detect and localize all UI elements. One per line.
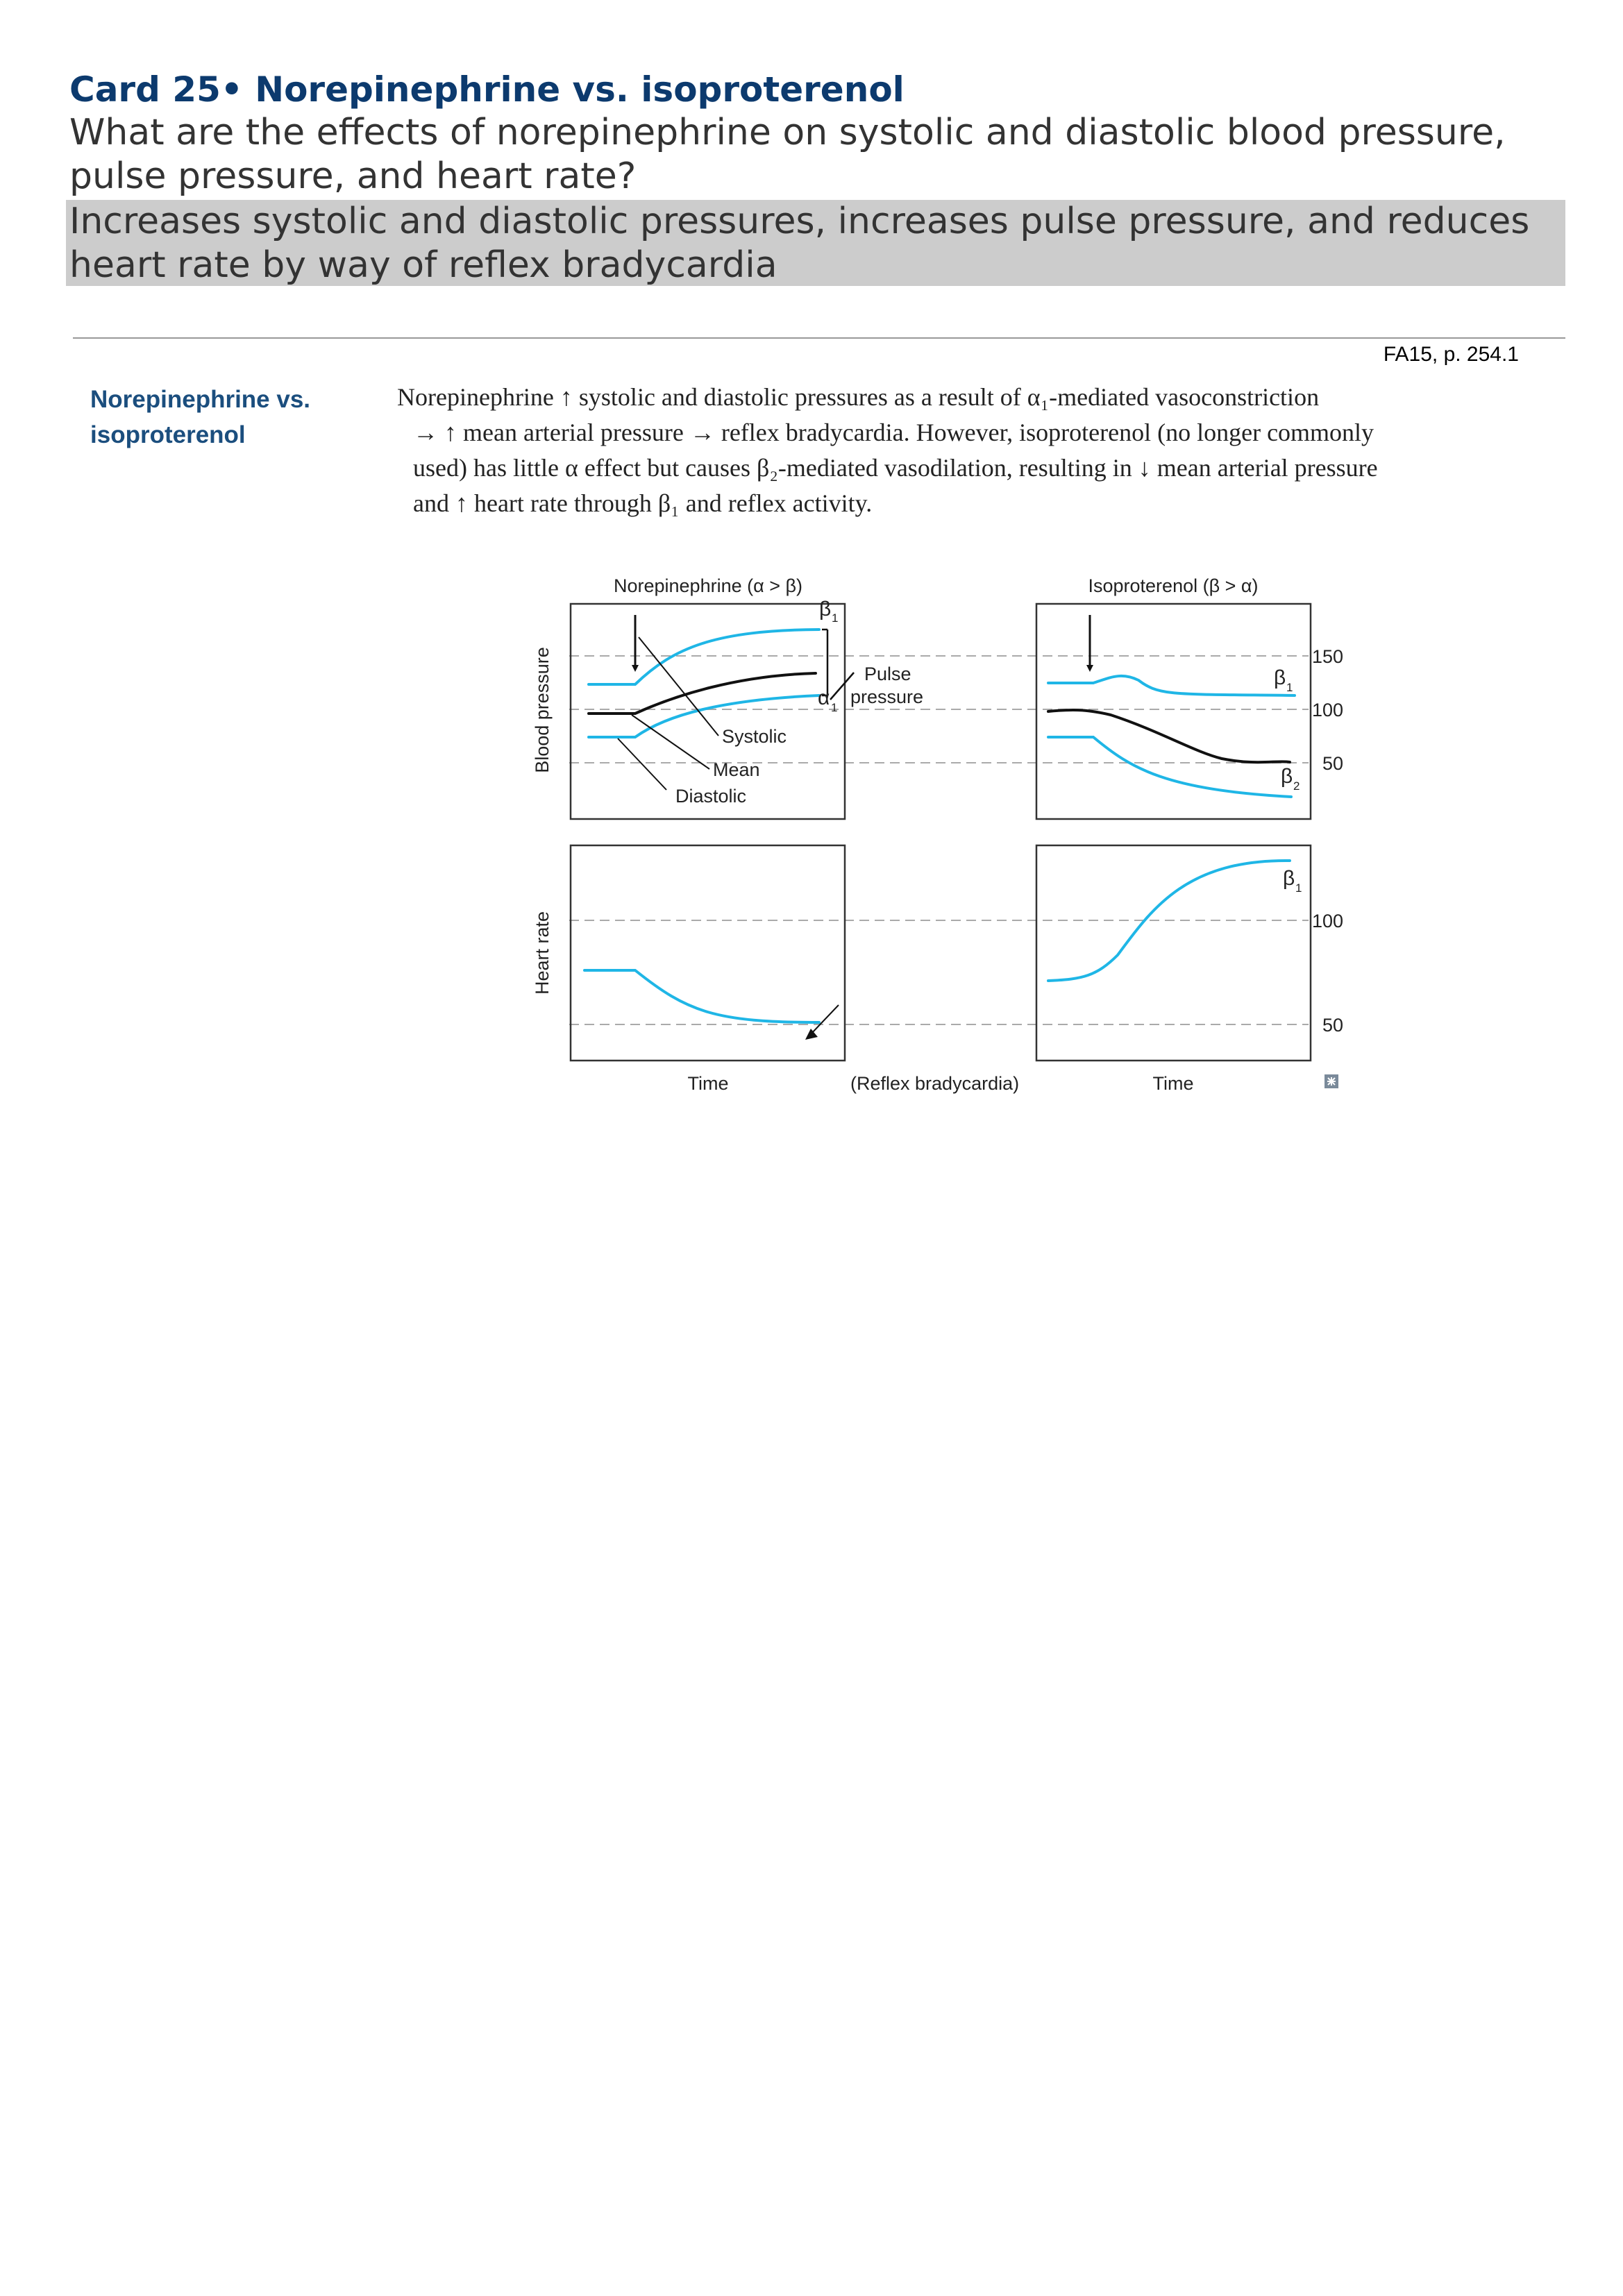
diastolic-leader <box>617 738 667 791</box>
ne-alpha1-sub: 1 <box>831 701 837 714</box>
card-title: Card 25• Norepinephrine vs. isoprotereno… <box>69 69 905 110</box>
hr-tick-100: 100 <box>1312 911 1343 931</box>
asterisk-icon <box>1327 1077 1336 1086</box>
bp-tick-50: 50 <box>1322 753 1343 774</box>
ne-hr-curve <box>583 969 821 1024</box>
card-answer: Increases systolic and diastolic pressur… <box>69 201 1530 286</box>
iso-hr-beta1-sub: 1 <box>1295 881 1302 895</box>
pulse-label-2: pressure <box>850 686 923 707</box>
systolic-label: Systolic <box>722 726 787 747</box>
mean-label: Mean <box>713 759 760 780</box>
iso-beta1-sub: 1 <box>1286 681 1293 694</box>
reflex-bradycardia-label: (Reflex bradycardia) <box>850 1073 1019 1094</box>
ne-beta1-label: β <box>819 598 831 621</box>
panel-iso-hr <box>1035 844 1312 1062</box>
ne-beta1-sub: 1 <box>832 611 838 625</box>
body-line-1: Norepinephrine ↑ systolic and diastolic … <box>397 383 1320 411</box>
x-label-iso: Time <box>1153 1073 1194 1094</box>
bp-tick-100: 100 <box>1312 700 1343 720</box>
iso-systolic-curve <box>1047 674 1296 697</box>
iso-beta2-label: β <box>1281 765 1293 788</box>
reflex-leader <box>810 1004 839 1035</box>
mean-leader <box>631 714 710 770</box>
bp-tick-150: 150 <box>1312 646 1343 667</box>
divider <box>73 337 1565 339</box>
answer-highlight <box>66 200 1565 286</box>
body-line-4: and ↑ heart rate through β₁ and reflex a… <box>413 489 873 517</box>
pulse-label-1: Pulse <box>864 664 911 684</box>
iso-diastolic-curve <box>1047 736 1293 798</box>
bp-hr-figure: Norepinephrine (α > β) Isoproterenol (β … <box>532 575 1343 1094</box>
grid-lines <box>569 655 1309 1025</box>
page-reference: FA15, p. 254.1 <box>1383 343 1519 366</box>
pulse-pressure-bracket <box>822 628 855 700</box>
systolic-leader <box>638 636 719 736</box>
body-line-2: → ↑ mean arterial pressure → reflex brad… <box>413 419 1374 446</box>
reflex-arrowhead <box>805 1029 818 1040</box>
ne-systolic-curve <box>587 628 821 686</box>
diastolic-label: Diastolic <box>675 786 746 807</box>
panel-ne-hr <box>569 844 846 1062</box>
ne-mean-curve <box>587 672 817 715</box>
ne-diastolic-curve <box>587 694 821 738</box>
iso-beta1-label: β <box>1274 666 1286 689</box>
card-question: What are the effects of norepinephrine o… <box>69 112 1506 197</box>
panel-ne-bp <box>569 602 846 820</box>
panel-iso-bp <box>1035 602 1312 820</box>
y-label-hr: Heart rate <box>532 911 553 995</box>
section-heading: Norepinephrine vs. isoproterenol <box>90 386 311 448</box>
iso-beta2-sub: 2 <box>1293 779 1300 793</box>
y-label-bp: Blood pressure <box>532 647 553 773</box>
hr-tick-50: 50 <box>1322 1015 1343 1036</box>
iso-hr-curve <box>1047 859 1291 982</box>
ne-alpha1-label: α <box>818 686 830 709</box>
body-line-3: used) has little α effect but causes β₂-… <box>413 454 1378 482</box>
x-label-ne: Time <box>688 1073 729 1094</box>
panel-title-iso: Isoproterenol (β > α) <box>1088 575 1259 596</box>
iso-mean-curve <box>1047 708 1291 764</box>
iso-hr-beta1-label: β <box>1283 867 1295 890</box>
panel-title-ne: Norepinephrine (α > β) <box>614 575 802 596</box>
